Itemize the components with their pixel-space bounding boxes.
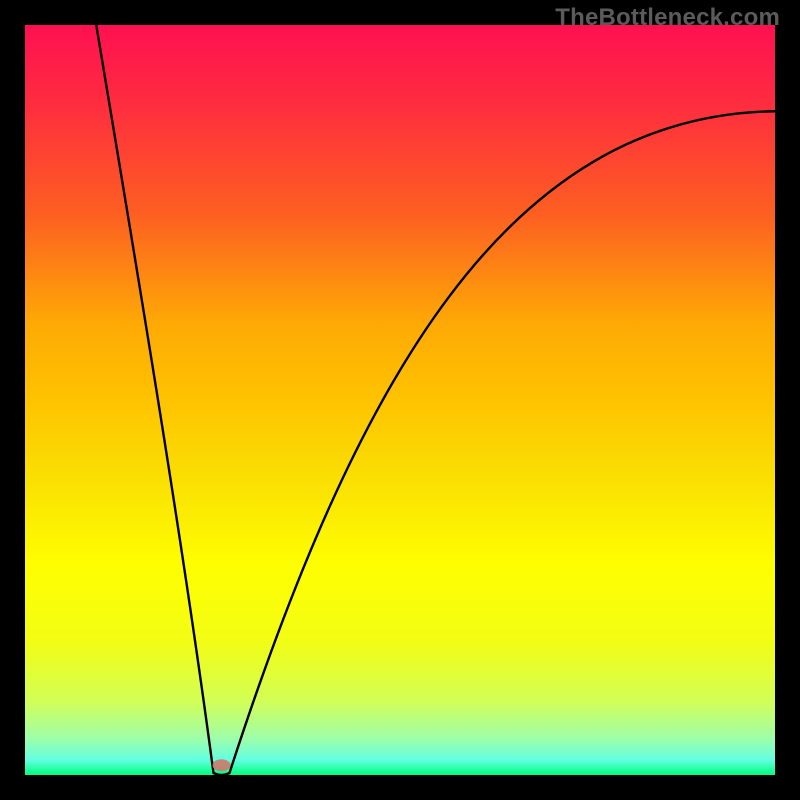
- chart-frame: TheBottleneck.com: [0, 0, 800, 800]
- gradient-background: [25, 25, 775, 775]
- bottleneck-curve-chart: [25, 25, 775, 775]
- minimum-marker: [213, 759, 231, 771]
- plot-area: [25, 25, 775, 775]
